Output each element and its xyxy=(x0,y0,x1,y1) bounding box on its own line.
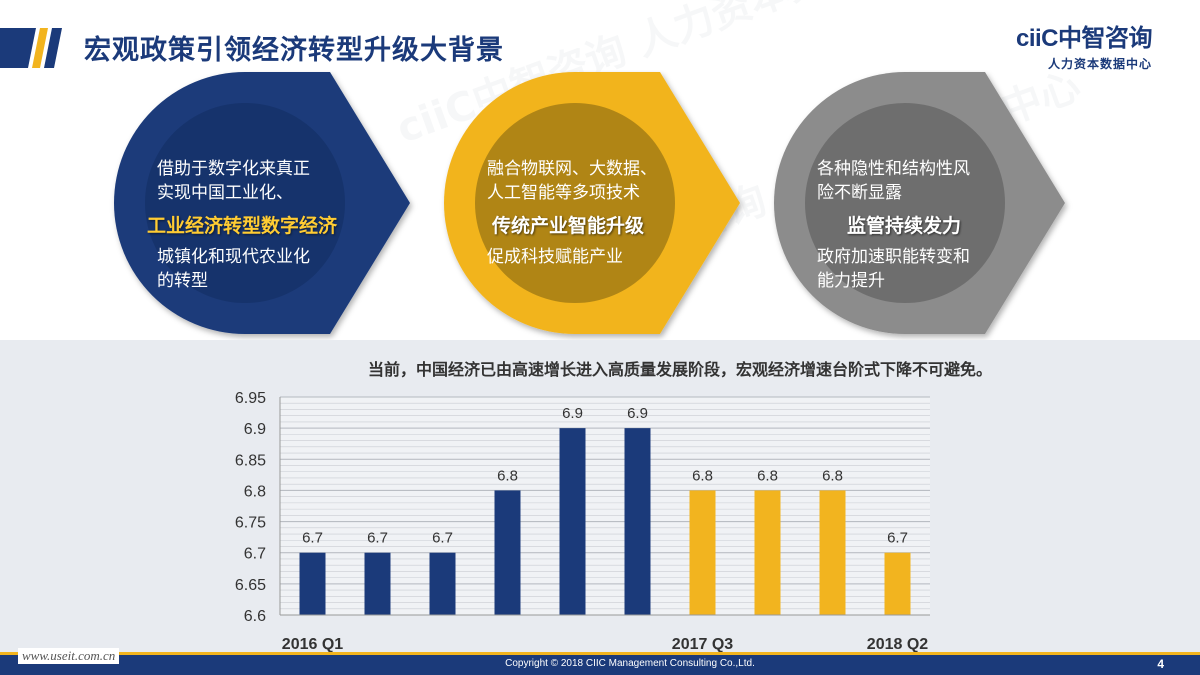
chart-caption: 当前，中国经济已由高速增长进入高质量发展阶段，宏观经济增速台阶式下降不可避免。 xyxy=(367,360,992,379)
logo-text: ciiC中智咨询 xyxy=(1015,25,1153,52)
bar-data-label: 6.7 xyxy=(302,530,323,547)
bar-data-label: 6.7 xyxy=(887,530,908,547)
bar xyxy=(819,490,846,615)
x-tick-label: 2018 Q2 xyxy=(867,636,928,653)
y-tick-label: 6.85 xyxy=(235,452,266,469)
y-tick-label: 6.75 xyxy=(235,515,266,532)
circle-arrow-navy xyxy=(114,72,410,334)
bar-data-label: 6.9 xyxy=(627,405,648,422)
circle-text-2: 融合物联网、大数据、 人工智能等多项技术 传统产业智能升级 促成科技赋能产业 xyxy=(487,157,707,269)
circle-3-highlight: 监管持续发力 xyxy=(847,215,962,237)
bar xyxy=(884,552,911,615)
x-axis: 2016 Q1 2017 Q3 2018 Q2 xyxy=(280,614,930,653)
bar xyxy=(624,428,651,615)
bars xyxy=(299,428,911,615)
circle-2-line: 促成科技赋能产业 xyxy=(487,247,623,267)
footer-gold-line xyxy=(0,652,1200,655)
circle-text-1: 借助于数字化来真正 实现中国工业化、 工业经济转型数字经济 城镇化和现代农业化 … xyxy=(147,157,377,293)
bar-data-label: 6.7 xyxy=(432,530,453,547)
bar xyxy=(689,490,716,615)
y-tick-label: 6.95 xyxy=(235,390,266,407)
circle-inner-gray xyxy=(805,103,1005,303)
circle-inner-gold xyxy=(475,103,675,303)
bar xyxy=(559,428,586,615)
data-labels: 6.7 6.7 6.7 6.8 6.9 6.9 6.8 6.8 6.8 6.7 xyxy=(302,405,908,547)
circle-2-highlight: 传统产业智能升级 xyxy=(492,215,645,237)
circle-3-line: 险不断显露 xyxy=(817,183,902,203)
circle-3-line: 政府加速职能转变和 xyxy=(817,247,970,267)
header-accent-bar xyxy=(0,28,62,68)
y-axis: 6.6 6.65 6.7 6.75 6.8 6.85 6.9 6.95 xyxy=(235,390,281,625)
circle-3-line: 能力提升 xyxy=(817,271,885,291)
bar xyxy=(364,552,391,615)
y-tick-label: 6.8 xyxy=(244,483,266,500)
copyright-text: Copyright © 2018 CIIC Management Consult… xyxy=(505,658,755,669)
circle-1-line: 实现中国工业化、 xyxy=(157,183,293,203)
chart-section-background xyxy=(0,340,1200,658)
circle-text-3: 各种隐性和结构性风 险不断显露 监管持续发力 政府加速职能转变和 能力提升 xyxy=(817,157,1037,293)
circle-inner-navy xyxy=(145,103,345,303)
bar-data-label: 6.8 xyxy=(692,467,713,484)
company-logo: ciiC中智咨询 人力资本数据中心 xyxy=(1002,18,1153,71)
bar xyxy=(429,552,456,615)
bar-data-label: 6.9 xyxy=(562,405,583,422)
circle-1-line: 借助于数字化来真正 xyxy=(157,159,310,179)
page-number: 4 xyxy=(1157,657,1164,671)
circle-1-line: 的转型 xyxy=(157,271,208,291)
circle-1-line: 城镇化和现代农业化 xyxy=(157,247,310,267)
source-url: www.useit.com.cn xyxy=(18,648,120,664)
bar-data-label: 6.8 xyxy=(822,467,843,484)
y-tick-label: 6.9 xyxy=(244,421,266,438)
circle-2-line: 人工智能等多项技术 xyxy=(487,183,640,203)
y-tick-label: 6.7 xyxy=(244,546,266,563)
bar xyxy=(494,490,521,615)
bar xyxy=(754,490,781,615)
page-title: 宏观政策引领经济转型升级大背景 xyxy=(84,35,504,66)
gdp-growth-bar-chart: 6.66.656.76.756.86.856.96.95 6.7 6.7 6.76.… xyxy=(235,390,930,653)
y-tick-label: 6.6 xyxy=(244,608,266,625)
bar xyxy=(299,552,326,615)
footer-bar xyxy=(0,655,1200,675)
x-tick-label: 2016 Q1 xyxy=(282,636,343,653)
y-tick-label: 6.65 xyxy=(235,577,266,594)
circle-3-line: 各种隐性和结构性风 xyxy=(817,159,970,179)
bar-data-label: 6.8 xyxy=(757,467,778,484)
bar-data-label: 6.7 xyxy=(367,530,388,547)
bar-data-label: 6.8 xyxy=(497,467,518,484)
logo-subtitle: 人力资本数据中心 xyxy=(1047,57,1152,71)
circle-2-line: 融合物联网、大数据、 xyxy=(487,159,657,179)
circle-1-highlight: 工业经济转型数字经济 xyxy=(147,215,338,237)
process-arrows xyxy=(114,72,1065,334)
x-tick-label: 2017 Q3 xyxy=(672,636,733,653)
